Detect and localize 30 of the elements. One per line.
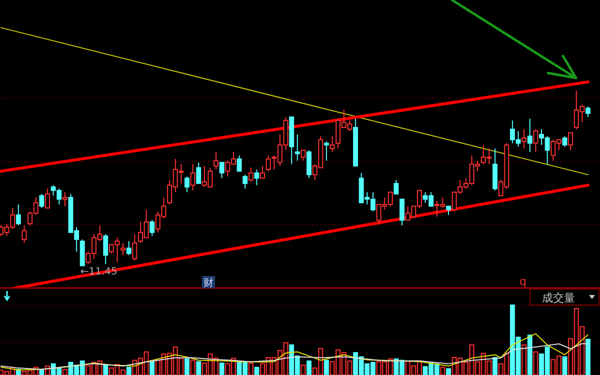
bar <box>248 362 254 375</box>
bar <box>126 366 132 375</box>
candlestick <box>522 128 527 149</box>
chart-title: 成交量 <box>542 292 575 304</box>
bar <box>446 368 451 375</box>
bar <box>62 368 68 375</box>
bar <box>492 357 498 375</box>
text: 财 <box>204 277 214 289</box>
bar <box>300 364 306 375</box>
bar <box>184 358 190 375</box>
bar <box>306 360 312 375</box>
text: q <box>520 275 526 288</box>
candlestick <box>527 118 532 152</box>
bar <box>196 361 202 375</box>
bar <box>103 364 108 375</box>
candlestick <box>294 134 300 162</box>
bar <box>562 356 568 375</box>
bar <box>527 334 532 375</box>
bar <box>190 360 196 375</box>
bar <box>39 370 44 375</box>
bar <box>324 360 329 375</box>
candlestick <box>62 192 68 207</box>
bar <box>522 344 527 375</box>
bar <box>440 366 446 375</box>
bar <box>254 366 260 375</box>
bar <box>586 338 590 375</box>
bar <box>219 362 224 375</box>
bar <box>150 361 155 375</box>
bar <box>533 351 538 375</box>
candlestick <box>190 164 196 191</box>
